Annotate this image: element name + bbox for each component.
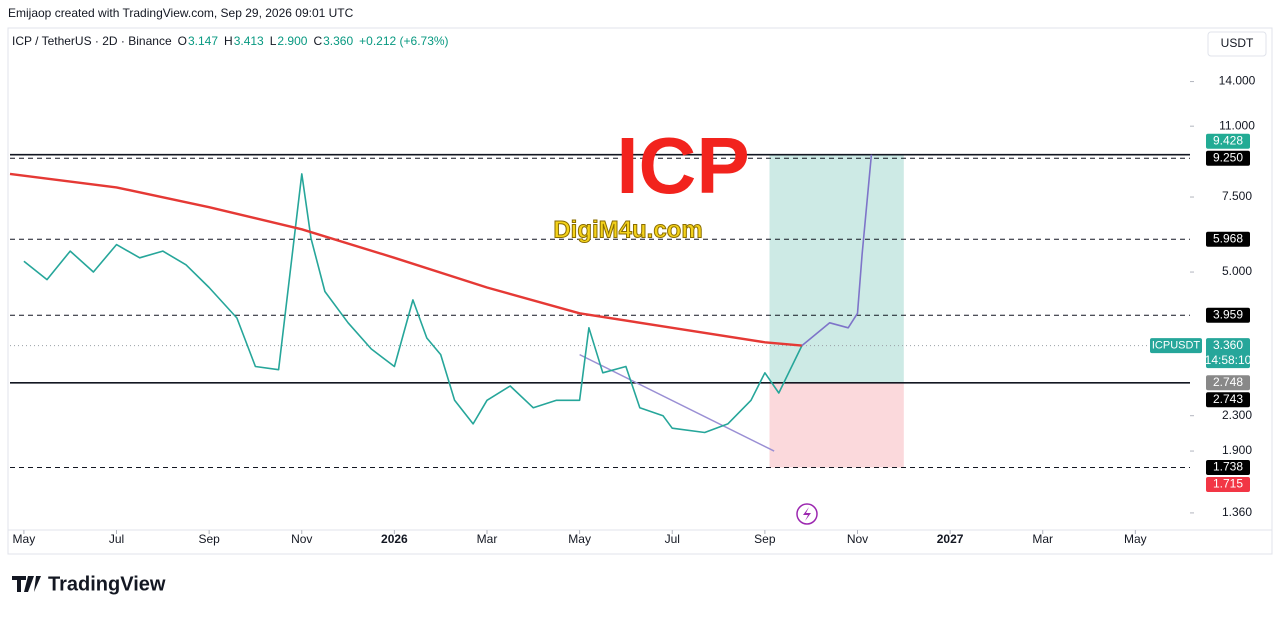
header-symbol: ICP / TetherUS · 2D · Binance [12, 34, 172, 48]
price-tag [1206, 231, 1250, 247]
price-tag [1206, 375, 1250, 391]
symbol-tag-label: ICPUSDT [1152, 339, 1201, 351]
footer-brand: TradingView [48, 573, 166, 595]
price-tag-label: 1.715 [1213, 477, 1243, 491]
x-tick-label: Mar [1032, 532, 1053, 546]
price-tag-label: 2.748 [1213, 375, 1243, 389]
currency[interactable]: USDT [1221, 36, 1254, 50]
price-tag-label: 9.250 [1213, 150, 1243, 164]
x-tick-label: Jul [665, 532, 680, 546]
header-c-label: C [313, 34, 322, 48]
watermark-site: DigiM4u.com [553, 216, 702, 243]
trendline [579, 353, 775, 452]
x-tick-label: May [568, 532, 591, 546]
x-tick-label: Jul [109, 532, 124, 546]
x-tick-label: Nov [291, 532, 312, 546]
price-tag [1206, 338, 1250, 369]
x-tick-label: May [13, 532, 36, 546]
x-tick-label: 2026 [381, 532, 408, 546]
x-tick-label: Sep [754, 532, 776, 546]
price-tag-label: 3.959 [1213, 307, 1243, 321]
y-tick-label: 7.500 [1222, 189, 1252, 203]
y-tick-label: 14.000 [1219, 74, 1256, 88]
price-tag-label: 9.428 [1213, 133, 1243, 147]
header-l: 2.900 [277, 34, 307, 48]
header-o-label: O [178, 34, 187, 48]
logo-mark [12, 576, 41, 592]
price-tag [1206, 150, 1250, 166]
y-tick-label: 2.300 [1222, 408, 1252, 422]
plot: 14.000 11.000 7.500 5.000 2.300 1.900 1.360 May… [9, 74, 1256, 546]
y-tick-label: 5.000 [1222, 264, 1252, 278]
price-tag-label: 2.743 [1213, 392, 1243, 406]
loss-zone [769, 382, 904, 468]
header-h-label: H [224, 34, 233, 48]
profit-zone [769, 154, 904, 383]
event-icon-bolt [803, 507, 811, 521]
y-tick-label: 11.000 [1219, 118, 1255, 132]
series-line [801, 154, 873, 347]
price-tag [1206, 460, 1250, 476]
credit: Emijaop created with TradingView.com, Se… [8, 6, 354, 20]
price-tag-label: 3.360 [1213, 338, 1243, 352]
header-c: 3.360 [323, 34, 353, 48]
y-tick-label: 1.360 [1222, 505, 1252, 519]
series-line [9, 172, 803, 347]
x-tick-label: 2027 [937, 532, 964, 546]
series-line [23, 173, 803, 434]
watermark-title: ICP [616, 121, 749, 210]
price-tag [1206, 392, 1250, 408]
header-change: +0.212 (+6.73%) [359, 34, 448, 48]
header-o: 3.147 [188, 34, 218, 48]
price-tag [1206, 307, 1250, 323]
chart-frame [7, 27, 1273, 555]
countdown: 14:58:10 [1205, 353, 1252, 367]
event-icon[interactable] [796, 503, 818, 525]
header-h: 3.413 [234, 34, 264, 48]
x-tick-label: Sep [198, 532, 220, 546]
header-l-label: L [270, 34, 277, 48]
symbol-header: ICP / TetherUS · 2D · Binance O 3.147 H 3.41… [12, 34, 449, 48]
price-tag-label: 5.968 [1213, 231, 1243, 245]
x-tick-label: Nov [847, 532, 868, 546]
y-tick-label: 1.900 [1222, 443, 1252, 457]
x-tick-label: May [1124, 532, 1147, 546]
price-tag [1206, 477, 1250, 493]
currency-button[interactable] [1207, 31, 1267, 57]
symbol-tag [1150, 338, 1202, 354]
x-tick-label: Mar [477, 532, 498, 546]
price-tag-label: 1.738 [1213, 460, 1243, 474]
price-tag [1206, 133, 1250, 149]
